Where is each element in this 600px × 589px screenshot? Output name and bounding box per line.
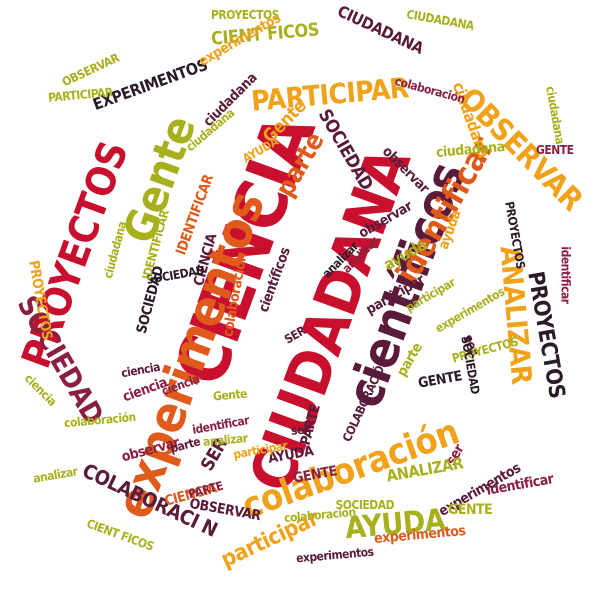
cloud-word: CIUDADANA xyxy=(405,7,475,33)
cloud-word: SOCIEDAD xyxy=(335,498,395,512)
cloud-word: PROYECTOS xyxy=(211,8,279,22)
cloud-word: PARTE xyxy=(186,478,224,502)
cloud-word: ciudadana xyxy=(543,85,568,145)
cloud-word: OBSERVAR xyxy=(59,50,121,90)
cloud-word: GENTE xyxy=(536,143,574,157)
cloud-word: GENTE xyxy=(416,368,464,392)
cloud-word: ser xyxy=(290,422,310,438)
cloud-word: Gente xyxy=(212,386,248,404)
cloud-word: analizar xyxy=(31,464,78,486)
cloud-word: identificar xyxy=(558,246,573,304)
cloud-word: CIENT FICOS xyxy=(84,516,156,554)
cloud-word: GENTE xyxy=(448,502,493,518)
cloud-word: experimentos xyxy=(295,544,375,566)
